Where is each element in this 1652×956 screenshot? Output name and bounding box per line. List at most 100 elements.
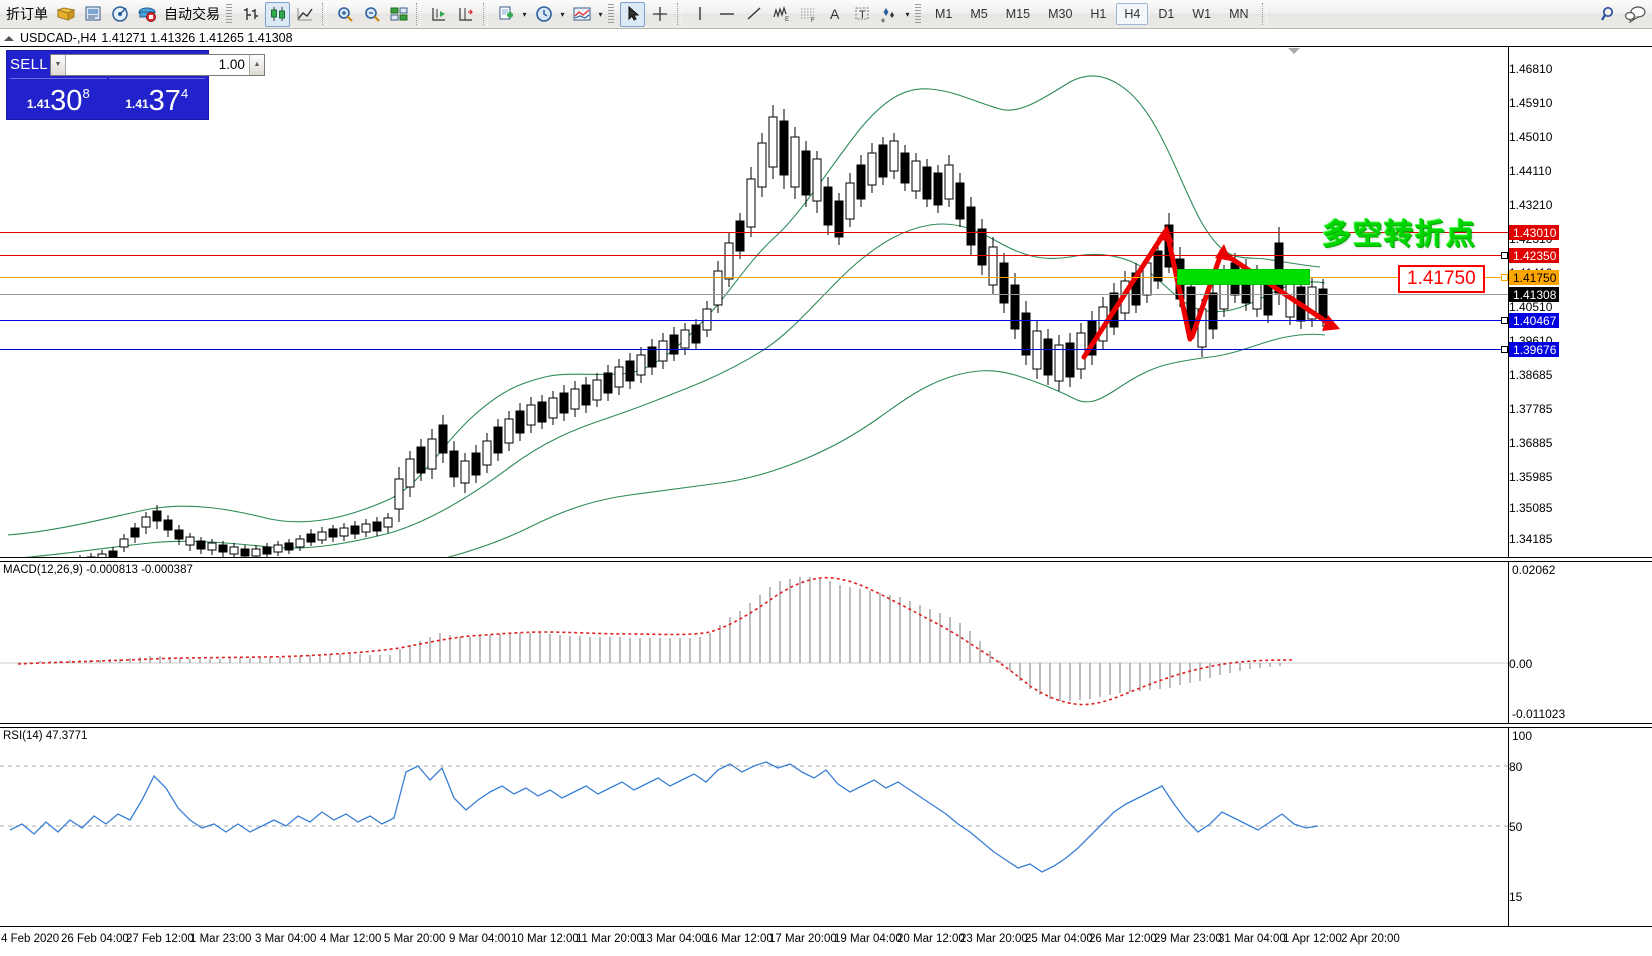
macd-tick-max: 0.02062 — [1512, 563, 1556, 577]
chat-icon[interactable] — [1623, 2, 1649, 27]
level-handle-1-41750[interactable] — [1501, 274, 1508, 281]
toolbar-grip[interactable] — [915, 4, 921, 24]
line-chart-icon[interactable] — [292, 2, 317, 27]
price-label-1-42350[interactable]: 1.42350 — [1509, 248, 1560, 263]
level-line-1-40467[interactable] — [0, 320, 1508, 321]
cursor-icon[interactable] — [620, 1, 645, 27]
volume-stepper[interactable]: ▼ ▲ — [49, 53, 265, 76]
level-line-1-42350[interactable] — [0, 255, 1508, 256]
crosshair-icon[interactable] — [647, 2, 672, 27]
autotrade-label[interactable]: 自动交易 — [164, 6, 220, 22]
price-chart-pane[interactable]: 多空转折点 1.41750 1.46810 1.45910 1.45010 1.… — [0, 46, 1652, 558]
price-label-1-41750[interactable]: 1.41750 — [1509, 270, 1560, 285]
level-line-1-39676[interactable] — [0, 349, 1508, 350]
rsi-plot-area[interactable]: RSI(14) 47.3771 — [0, 728, 1652, 926]
price-tick: 1.35985 — [1509, 470, 1553, 484]
price-plot-area[interactable]: 多空转折点 1.41750 — [0, 47, 1652, 557]
bar-chart-icon[interactable] — [238, 2, 263, 27]
text-label-icon[interactable]: A — [822, 2, 847, 27]
macd-label: MACD(12,26,9) -0.000813 -0.000387 — [3, 564, 193, 576]
new-order-label[interactable]: 折订单 — [6, 6, 48, 22]
horizontal-line-icon[interactable] — [714, 2, 739, 27]
chart-shift-marker-icon[interactable] — [1288, 48, 1300, 54]
timeframe-m1[interactable]: M1 — [935, 7, 953, 21]
time-axis[interactable]: 4 Feb 2020 26 Feb 04:00 27 Feb 12:00 1 M… — [0, 929, 1652, 953]
volume-input[interactable] — [65, 54, 249, 75]
elliott-wave-icon[interactable]: E — [768, 2, 793, 27]
trendline-icon[interactable] — [741, 2, 766, 27]
new-object-icon[interactable] — [493, 2, 518, 27]
autoscroll-icon[interactable] — [426, 2, 451, 27]
svg-text:A: A — [830, 6, 840, 22]
signals-icon[interactable] — [107, 2, 132, 27]
buy-price-cell[interactable]: 1.41 37 4 — [108, 78, 205, 118]
level-line-1-43010[interactable] — [0, 232, 1508, 233]
price-label-1-43010[interactable]: 1.43010 — [1509, 225, 1560, 240]
rsi-axis[interactable]: 100 80 50 15 — [1508, 728, 1652, 926]
zoom-out-icon[interactable] — [359, 2, 384, 27]
fibonacci-icon[interactable]: F — [795, 2, 820, 27]
toolbar-grip[interactable] — [608, 4, 614, 24]
price-tick: 1.45910 — [1509, 96, 1553, 110]
timeframe-d1[interactable]: D1 — [1158, 7, 1175, 21]
indicators-icon[interactable] — [569, 2, 594, 27]
sell-price-cell[interactable]: 1.41 30 8 — [10, 78, 107, 116]
chart-shift-icon[interactable] — [453, 2, 478, 27]
volume-down-icon[interactable]: ▼ — [50, 54, 66, 75]
new-object-dropdown-icon[interactable]: ▾ — [522, 9, 527, 19]
timeframe-w1[interactable]: W1 — [1192, 7, 1212, 21]
shapes-dropdown-icon[interactable]: ▾ — [905, 9, 910, 19]
period-icon[interactable] — [531, 2, 556, 27]
timeframe-m15[interactable]: M15 — [1005, 7, 1031, 21]
price-label-1-39676[interactable]: 1.39676 — [1509, 342, 1560, 357]
volume-up-icon[interactable]: ▲ — [248, 54, 264, 75]
macd-plot-area[interactable]: MACD(12,26,9) -0.000813 -0.000387 — [0, 562, 1652, 723]
chinese-annotation[interactable]: 多空转折点 — [1322, 219, 1478, 251]
level-handle-1-42350[interactable] — [1501, 252, 1508, 259]
one-click-trading-panel[interactable]: SELL ▼ ▲ BUY 1.41 30 8 1.41 37 4 — [6, 50, 298, 120]
price-label-1-40467[interactable]: 1.40467 — [1509, 313, 1560, 328]
indicators-dropdown-icon[interactable]: ▾ — [598, 9, 603, 19]
toolbar-grip[interactable] — [226, 4, 232, 24]
macd-pane[interactable]: MACD(12,26,9) -0.000813 -0.000387 0.0206… — [0, 561, 1652, 724]
time-label: 25 Mar 04:00 — [1025, 933, 1093, 945]
shapes-icon[interactable] — [876, 2, 901, 27]
timeframe-h4[interactable]: H4 — [1116, 3, 1149, 25]
time-label: 26 Feb 04:00 — [61, 933, 129, 945]
timeframe-m5[interactable]: M5 — [970, 7, 988, 21]
time-label: 1 Mar 23:00 — [190, 933, 252, 945]
timeframe-m30[interactable]: M30 — [1048, 7, 1073, 21]
highlight-zone[interactable] — [1177, 269, 1310, 285]
time-label: 27 Feb 12:00 — [126, 933, 194, 945]
level-handle-1-40467[interactable] — [1501, 317, 1508, 324]
price-callout-box[interactable]: 1.41750 — [1398, 265, 1485, 293]
sell-button[interactable]: SELL — [10, 56, 48, 73]
macd-axis[interactable]: 0.02062 0.00 -0.011023 — [1508, 562, 1652, 723]
buy-price-big: 37 — [148, 85, 181, 118]
last-price-line — [0, 294, 1508, 295]
svg-text:F: F — [811, 18, 815, 23]
text-box-icon[interactable]: T — [849, 2, 874, 27]
rsi-pane[interactable]: RSI(14) 47.3771 100 80 50 15 — [0, 727, 1652, 927]
autotrade-icon[interactable] — [134, 2, 159, 27]
print-preview-icon[interactable] — [80, 2, 105, 27]
price-tick: 1.43210 — [1509, 198, 1553, 212]
timeframe-mn[interactable]: MN — [1229, 7, 1249, 21]
price-axis[interactable]: 1.46810 1.45910 1.45010 1.44110 1.43210 … — [1508, 47, 1652, 557]
buy-button[interactable]: BUY — [266, 56, 299, 73]
timeframe-h1[interactable]: H1 — [1090, 7, 1107, 21]
time-label: 23 Mar 20:00 — [960, 933, 1028, 945]
vertical-line-icon[interactable] — [687, 2, 712, 27]
rsi-series-svg — [0, 761, 1508, 873]
folder-icon[interactable] — [53, 2, 78, 27]
tile-windows-icon[interactable] — [386, 2, 411, 27]
buy-price-sup: 4 — [180, 86, 189, 101]
period-dropdown-icon[interactable]: ▾ — [560, 9, 565, 19]
search-icon[interactable] — [1596, 2, 1621, 27]
level-handle-1-39676[interactable] — [1501, 346, 1508, 353]
candlestick-icon[interactable] — [265, 1, 290, 27]
price-tick: 1.37785 — [1509, 402, 1553, 416]
level-line-1-41750[interactable] — [0, 277, 1508, 278]
zoom-in-icon[interactable] — [332, 2, 357, 27]
